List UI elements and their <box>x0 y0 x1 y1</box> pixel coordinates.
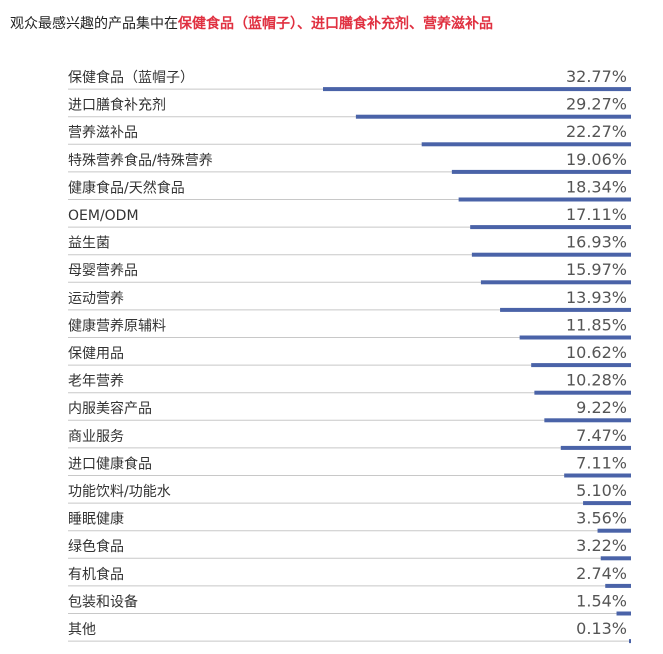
bar-row: OEM/ODM 17.11% <box>68 205 631 230</box>
value-label: 7.47% <box>576 426 627 445</box>
bar <box>534 390 631 395</box>
category-label: 进口健康食品 <box>68 455 152 472</box>
category-label: OEM/ODM <box>68 208 139 224</box>
value-label: 5.10% <box>576 481 627 500</box>
category-label: 其他 <box>68 622 96 638</box>
bar <box>471 252 631 257</box>
bar-row: 营养滋补品 22.27% <box>68 122 631 147</box>
bar-row: 其他 0.13% <box>68 619 631 644</box>
bar <box>531 363 631 368</box>
category-label: 进口膳食补充剂 <box>68 97 166 114</box>
value-label: 11.85% <box>566 315 627 334</box>
bar-row: 进口膳食补充剂 29.27% <box>68 95 631 119</box>
bar-row: 健康食品/天然食品 18.34% <box>68 177 631 202</box>
value-label: 2.74% <box>576 564 627 583</box>
category-label: 健康食品/天然食品 <box>68 179 185 196</box>
bar <box>480 280 631 285</box>
value-label: 1.54% <box>576 591 627 610</box>
category-label: 母婴营养品 <box>68 263 138 279</box>
value-label: 15.97% <box>566 260 627 279</box>
value-label: 17.11% <box>566 205 627 224</box>
value-label: 18.34% <box>566 177 627 196</box>
value-label: 16.93% <box>566 233 627 252</box>
bar-row: 商业服务 7.47% <box>68 426 631 450</box>
bar-row: 健康营养原辅料 11.85% <box>68 315 631 340</box>
category-label: 内服美容产品 <box>68 400 152 417</box>
bar-row: 保健食品（蓝帽子） 32.77% <box>68 67 631 92</box>
bar <box>470 225 631 230</box>
bar-row: 内服美容产品 9.22% <box>68 398 631 423</box>
bar-row: 运动营养 13.93% <box>68 288 631 312</box>
bar <box>616 611 631 616</box>
bar-row: 绿色食品 3.22% <box>68 536 631 561</box>
chart-title-highlight: 保健食品（蓝帽子）、进口膳食补充剂、营养滋补品 <box>178 16 493 32</box>
category-label: 运动营养 <box>68 291 124 307</box>
value-label: 3.22% <box>576 536 627 555</box>
bar <box>544 418 631 423</box>
value-label: 3.56% <box>576 509 627 528</box>
category-label: 功能饮料/功能水 <box>68 484 171 500</box>
bar-row: 功能饮料/功能水 5.10% <box>68 481 631 506</box>
bar-row: 有机食品 2.74% <box>68 564 631 588</box>
bar <box>421 142 631 147</box>
category-label: 健康营养原辅料 <box>68 317 166 334</box>
value-label: 29.27% <box>566 95 627 114</box>
bar-row: 老年营养 10.28% <box>68 371 631 395</box>
bar-row: 包装和设备 1.54% <box>68 591 631 616</box>
value-label: 19.06% <box>566 150 627 169</box>
value-label: 7.11% <box>576 453 627 472</box>
category-label: 商业服务 <box>68 429 124 445</box>
bar <box>583 501 631 506</box>
category-label: 益生菌 <box>68 236 110 252</box>
bar-row: 母婴营养品 15.97% <box>68 260 631 285</box>
bar <box>600 556 631 561</box>
bar-row: 睡眠健康 3.56% <box>68 509 631 533</box>
category-label: 保健用品 <box>68 346 124 362</box>
category-label: 特殊营养食品/特殊营养 <box>68 152 213 169</box>
bar <box>605 583 631 588</box>
bar <box>597 528 631 533</box>
bar <box>629 639 631 644</box>
bar <box>500 307 631 312</box>
value-label: 22.27% <box>566 122 627 141</box>
value-label: 9.22% <box>576 398 627 417</box>
category-label: 睡眠健康 <box>68 511 124 528</box>
bar-row: 特殊营养食品/特殊营养 19.06% <box>68 150 631 174</box>
value-label: 0.13% <box>576 619 627 638</box>
bar <box>323 87 631 92</box>
bar <box>560 445 631 450</box>
category-label: 保健食品（蓝帽子） <box>68 69 194 86</box>
value-label: 13.93% <box>566 288 627 307</box>
bar-row: 保健用品 10.62% <box>68 343 631 368</box>
chart-title: 观众最感兴趣的产品集中在保健食品（蓝帽子）、进口膳食补充剂、营养滋补品 <box>10 13 493 33</box>
chart-title-prefix: 观众最感兴趣的产品集中在 <box>10 16 178 32</box>
bar <box>355 114 631 119</box>
bar <box>451 169 631 174</box>
category-label: 包装和设备 <box>68 593 138 610</box>
value-label: 32.77% <box>566 67 627 86</box>
value-label: 10.28% <box>566 371 627 390</box>
bar <box>564 473 631 478</box>
category-label: 绿色食品 <box>68 538 124 555</box>
bar <box>458 197 631 202</box>
category-label: 营养滋补品 <box>68 125 138 141</box>
category-label: 老年营养 <box>68 374 124 390</box>
bar-row: 益生菌 16.93% <box>68 233 631 257</box>
bar-row: 进口健康食品 7.11% <box>68 453 631 478</box>
category-label: 有机食品 <box>68 566 124 583</box>
value-label: 10.62% <box>566 343 627 362</box>
bar <box>519 335 631 340</box>
